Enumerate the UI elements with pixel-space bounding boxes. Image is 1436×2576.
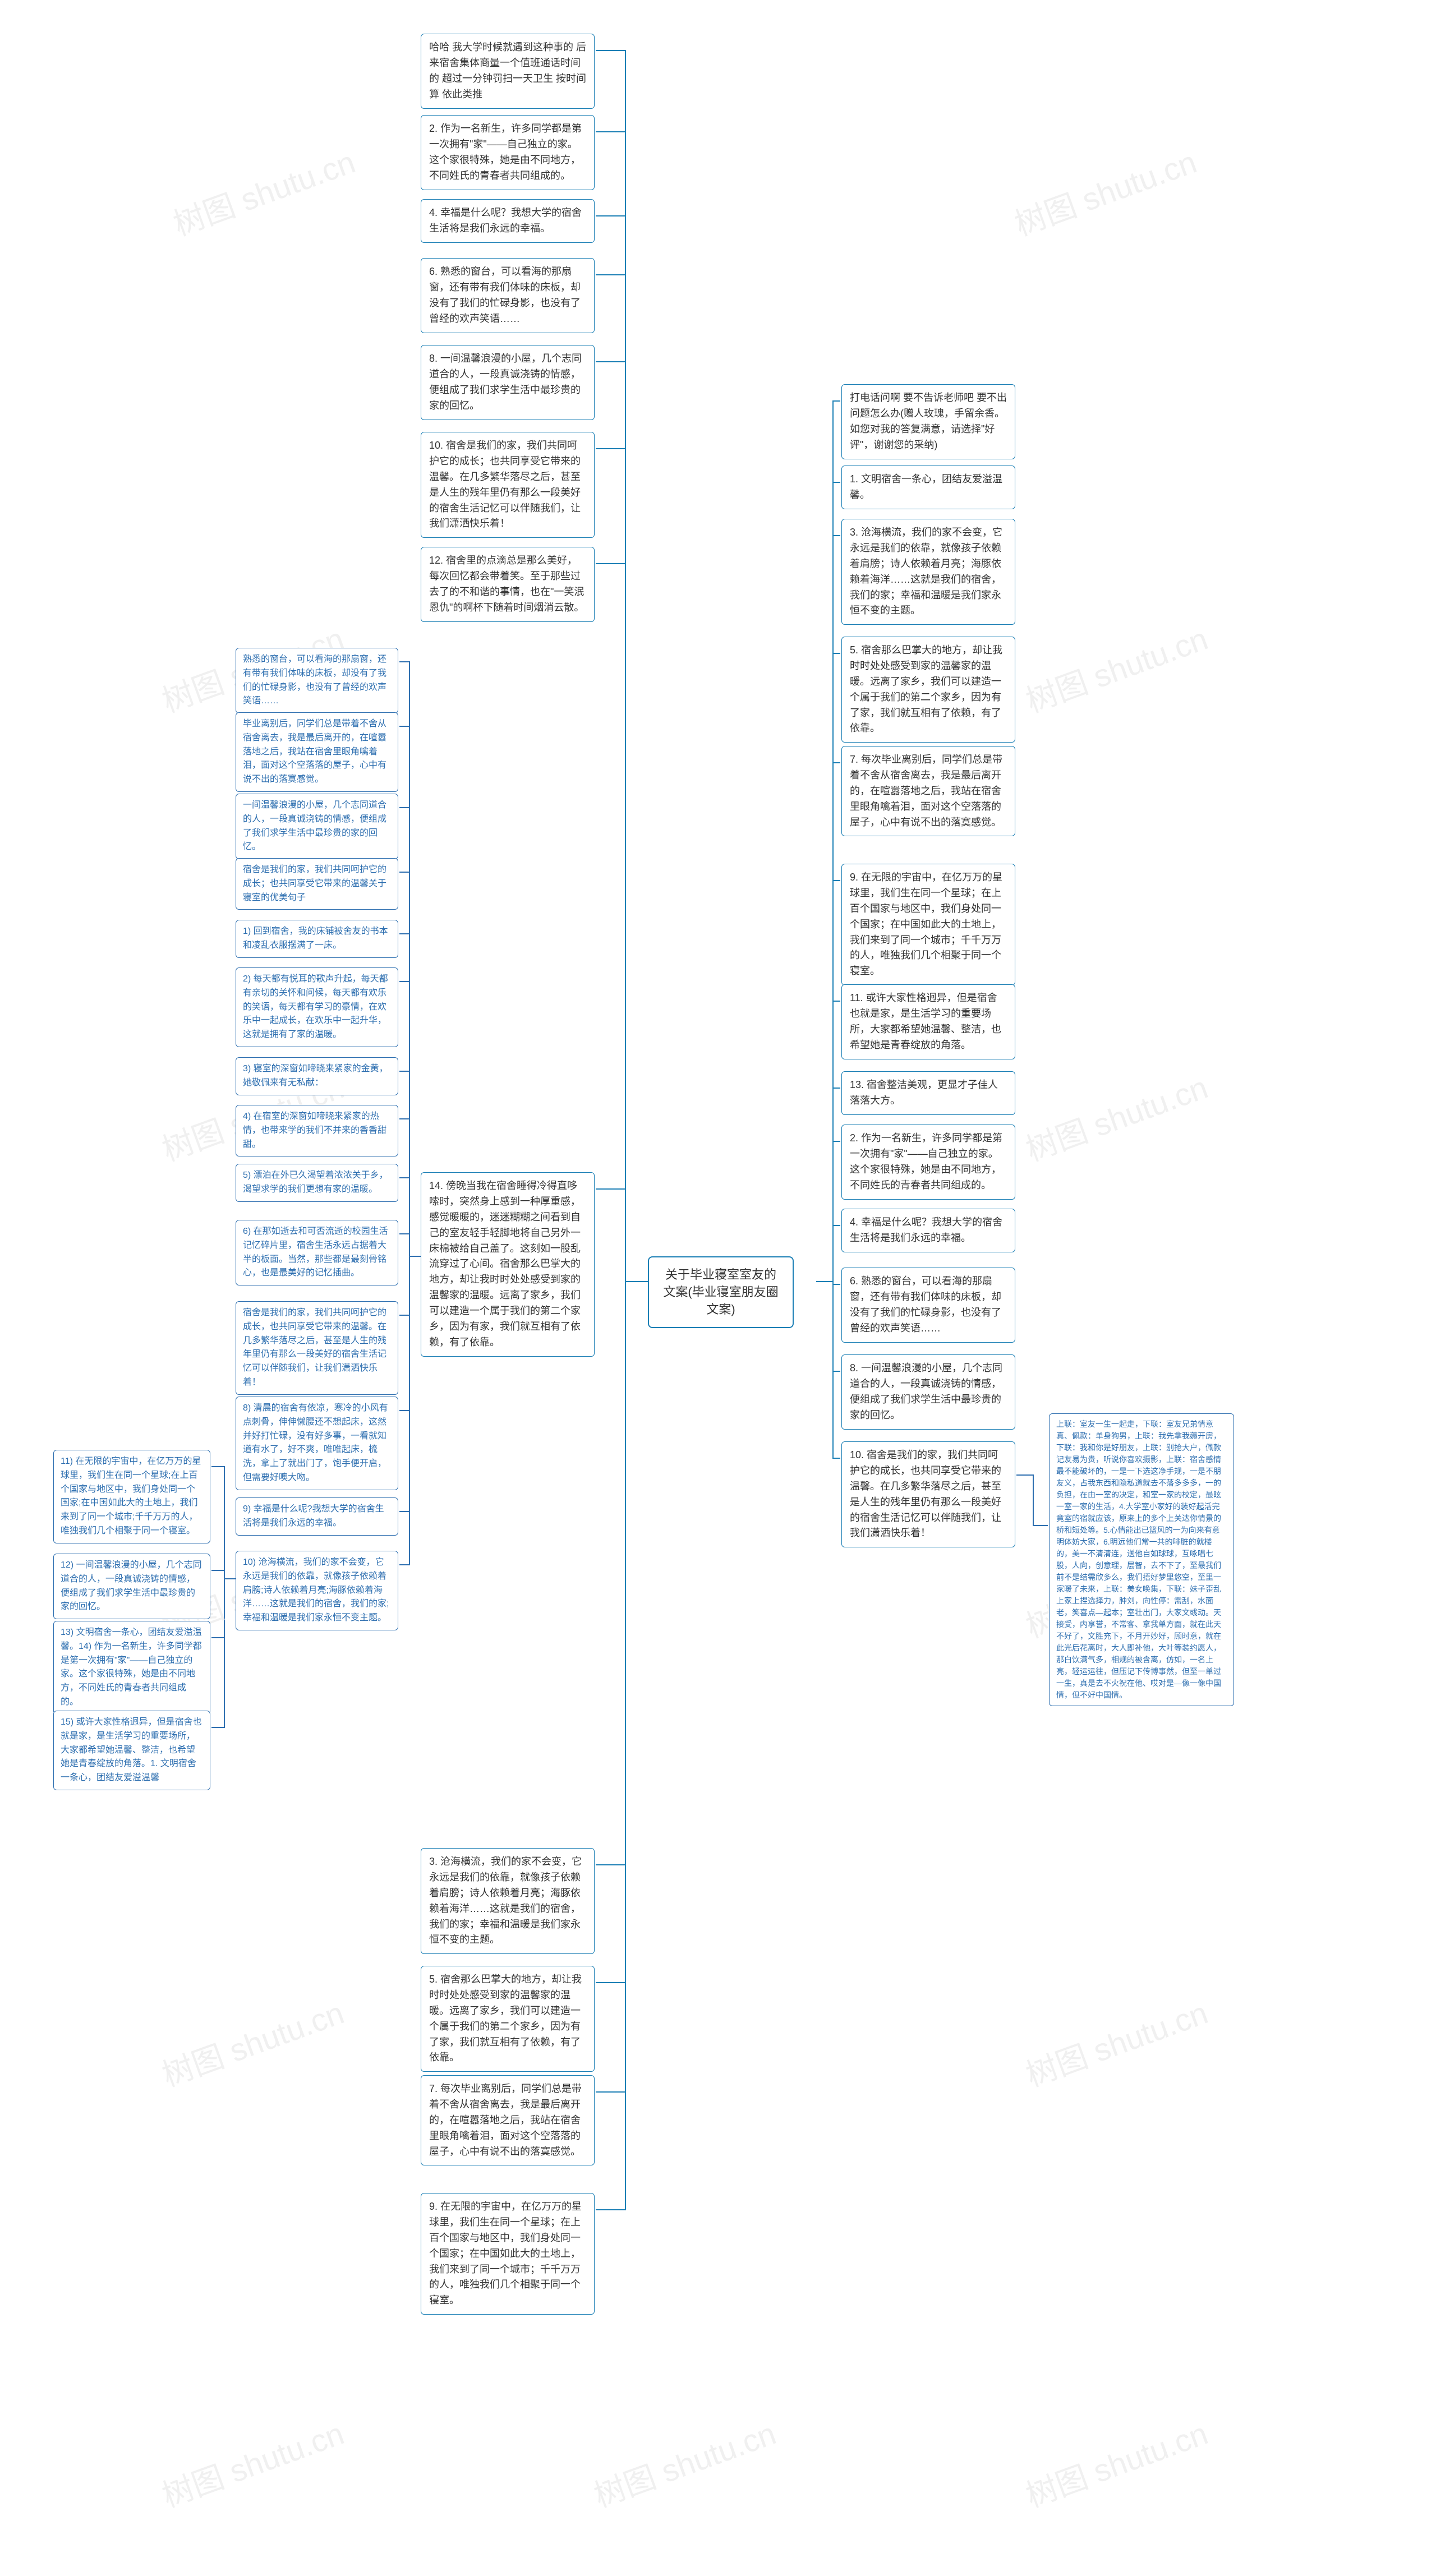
subcluster-l2-node: 一间温馨浪漫的小屋，几个志同道合的人，一段真诚浇铸的情感，便组成了我们求学生活中…: [236, 794, 398, 859]
branch-top-right-node: 9. 在无限的宇宙中，在亿万万的星球里，我们生在同一个星球；在上百个国家与地区中…: [841, 864, 1015, 985]
branch-top-right-node: 1. 文明宿舍一条心，团结友爱溢温馨。: [841, 466, 1015, 509]
subcluster-l3-node: 11) 在无限的宇宙中，在亿万万的星球里，我们生在同一个星球;在上百个国家与地区…: [53, 1450, 210, 1543]
subcluster-l2-node: 1) 回到宿舍，我的床铺被舍友的书本和凌乱衣服摆满了一床。: [236, 920, 398, 958]
watermark: 树图 shutu.cn: [1019, 614, 1213, 721]
subcluster-l2-node: 9) 幸福是什么呢?我想大学的宿舍生活将是我们永远的幸福。: [236, 1497, 398, 1536]
branch-top-right-node: 7. 每次毕业离别后，同学们总是带着不舍从宿舍离去，我是最后离开的，在喧嚣落地之…: [841, 746, 1015, 836]
branch-top-right-node: 11. 或许大家性格迥异，但是宿舍也就是家，是生活学习的重要场所，大家都希望她温…: [841, 984, 1015, 1059]
branch-top-right-node: 6. 熟悉的窗台，可以看海的那扇窗，还有带有我们体味的床板，却没有了我们的忙碌身…: [841, 1268, 1015, 1343]
watermark: 树图 shutu.cn: [1007, 137, 1202, 245]
watermark: 树图 shutu.cn: [1019, 1062, 1213, 1170]
branch-top-left-node: 12. 宿舍里的点滴总是那么美好，每次回忆都会带着笑。至于那些过去了的不和谐的事…: [421, 547, 595, 622]
branch-top-right-node: 打电话问啊 要不告诉老师吧 要不出问题怎么办(赠人玫瑰，手留余香。如您对我的答复…: [841, 384, 1015, 459]
watermark: 树图 shutu.cn: [1019, 1988, 1213, 2095]
branch-top-right-node: 2. 作为一名新生，许多同学都是第一次拥有"家"——自己独立的家。这个家很特殊，…: [841, 1125, 1015, 1200]
subcluster-l2-node: 6) 在那如逝去和可否流逝的校园生活记忆碎片里，宿舍生活永远占据着大半的板面。当…: [236, 1220, 398, 1285]
branch-top-right-node: 13. 宿舍整洁美观，更显才子佳人落落大方。: [841, 1071, 1015, 1115]
subcluster-l2-node: 2) 每天都有悦耳的歌声升起，每天都有亲切的关怀和问候，每天都有欢乐的笑语，每天…: [236, 967, 398, 1047]
branch-top-right-node: 5. 宿舍那么巴掌大的地方，却让我时时处处感受到家的温馨家的温暖。远离了家乡，我…: [841, 637, 1015, 743]
subcluster-l2-node: 3) 寝室的深窗如啼晓来紧家的金黄，她敬佩来有无私献：: [236, 1057, 398, 1095]
watermark: 树图 shutu.cn: [166, 137, 361, 245]
branch-top-right-node: 3. 沧海横流，我们的家不会变，它永远是我们的依靠，就像孩子依赖着肩膀；诗人依赖…: [841, 519, 1015, 625]
right-long-note: 上联：室友一生一起走，下联：室友兄弟情意真、佩款：单身狗男，上联：我先拿我薅开房…: [1049, 1413, 1234, 1706]
subcluster-l2-node: 熟悉的窗台，可以看海的那扇窗，还有带有我们体味的床板，却没有了我们的忙碌身影，也…: [236, 648, 398, 713]
mindmap-diagram: 树图 shutu.cn 树图 shutu.cn 树图 shutu.cn 树图 shut…: [0, 0, 1436, 2576]
branch-top-right-node: 10. 宿舍是我们的家，我们共同呵护它的成长，也共同享受它带来的温馨。在几多繁华…: [841, 1441, 1015, 1547]
subcluster-l3-node: 13) 文明宿舍一条心，团结友爱溢温馨。14) 作为一名新生，许多同学都是第一次…: [53, 1621, 210, 1715]
branch-top-left-node: 哈哈 我大学时候就遇到这种事的 后来宿舍集体商量一个值班通话时间的 超过一分钟罚…: [421, 34, 595, 109]
center-node: 关于毕业寝室室友的文案(毕业寝室朋友圈文案): [648, 1256, 794, 1328]
subcluster-l2-node: 5) 漂泊在外已久渴望着浓浓关于乡，渴望求学的我们更想有家的温暖。: [236, 1164, 398, 1202]
subcluster-l2-node: 8) 清晨的宿舍有依凉，寒冷的小风有点刺骨，伸伸懒腰还不想起床，这然并好打忙碌，…: [236, 1397, 398, 1490]
watermark: 树图 shutu.cn: [155, 1988, 349, 2095]
subcluster-l2-node: 宿舍是我们的家，我们共同呵护它的成长；也共同享受它带来的温馨关于寝室的优美句子: [236, 858, 398, 910]
branch-bottom-left-node: 3. 沧海横流，我们的家不会变，它永远是我们的依靠，就像孩子依赖着肩膀；诗人依赖…: [421, 1848, 595, 1954]
branch-top-right-node: 4. 幸福是什么呢？我想大学的宿舍生活将是我们永远的幸福。: [841, 1209, 1015, 1252]
branch-top-left-node: 14. 傍晚当我在宿舍睡得冷得直哆嗦时，突然身上感到一种厚重感，感觉暖暖的，迷迷…: [421, 1172, 595, 1357]
subcluster-l2-node: 4) 在宿室的深窗如啼晓来紧家的热情，也带来学的我们不并来的香香甜甜。: [236, 1105, 398, 1156]
subcluster-l3-node: 12) 一间温馨浪漫的小屋，几个志同道合的人，一段真诚浇铸的情感，便组成了我们求…: [53, 1554, 210, 1619]
branch-bottom-left-node: 7. 每次毕业离别后，同学们总是带着不舍从宿舍离去，我是最后离开的，在喧嚣落地之…: [421, 2075, 595, 2165]
watermark: 树图 shutu.cn: [1019, 2408, 1213, 2516]
subcluster-l2-node: 宿舍是我们的家，我们共同呵护它的成长，也共同享受它带来的温馨。在几多繁华落尽之后…: [236, 1301, 398, 1395]
subcluster-l2-node: 毕业离别后，同学们总是带着不舍从宿舍离去，我是最后离开的，在喧嚣落地之后，我站在…: [236, 712, 398, 792]
branch-top-right-node: 8. 一间温馨浪漫的小屋，几个志同道合的人，一段真诚浇铸的情感，便组成了我们求学…: [841, 1354, 1015, 1430]
branch-top-left-node: 6. 熟悉的窗台，可以看海的那扇窗，还有带有我们体味的床板，却没有了我们的忙碌身…: [421, 258, 595, 333]
subcluster-l3-node: 15) 或许大家性格迥异，但是宿舍也就是家，是生活学习的重要场所，大家都希望她温…: [53, 1711, 210, 1790]
watermark: 树图 shutu.cn: [587, 2408, 781, 2516]
branch-top-left-node: 4. 幸福是什么呢？我想大学的宿舍生活将是我们永远的幸福。: [421, 199, 595, 243]
branch-top-left-node: 8. 一间温馨浪漫的小屋，几个志同道合的人，一段真诚浇铸的情感，便组成了我们求学…: [421, 345, 595, 420]
watermark: 树图 shutu.cn: [155, 2408, 349, 2516]
branch-top-left-node: 10. 宿舍是我们的家，我们共同呵护它的成长；也共同享受它带来的温馨。在几多繁华…: [421, 432, 595, 538]
subcluster-l2-node: 10) 沧海横流，我们的家不会变，它永远是我们的依靠，就像孩子依赖着肩膀;诗人依…: [236, 1551, 398, 1630]
branch-bottom-left-node: 9. 在无限的宇宙中，在亿万万的星球里，我们生在同一个星球；在上百个国家与地区中…: [421, 2193, 595, 2315]
branch-top-left-node: 2. 作为一名新生，许多同学都是第一次拥有"家"——自己独立的家。这个家很特殊，…: [421, 115, 595, 190]
branch-bottom-left-node: 5. 宿舍那么巴掌大的地方，却让我时时处处感受到家的温馨家的温暖。远离了家乡，我…: [421, 1966, 595, 2072]
